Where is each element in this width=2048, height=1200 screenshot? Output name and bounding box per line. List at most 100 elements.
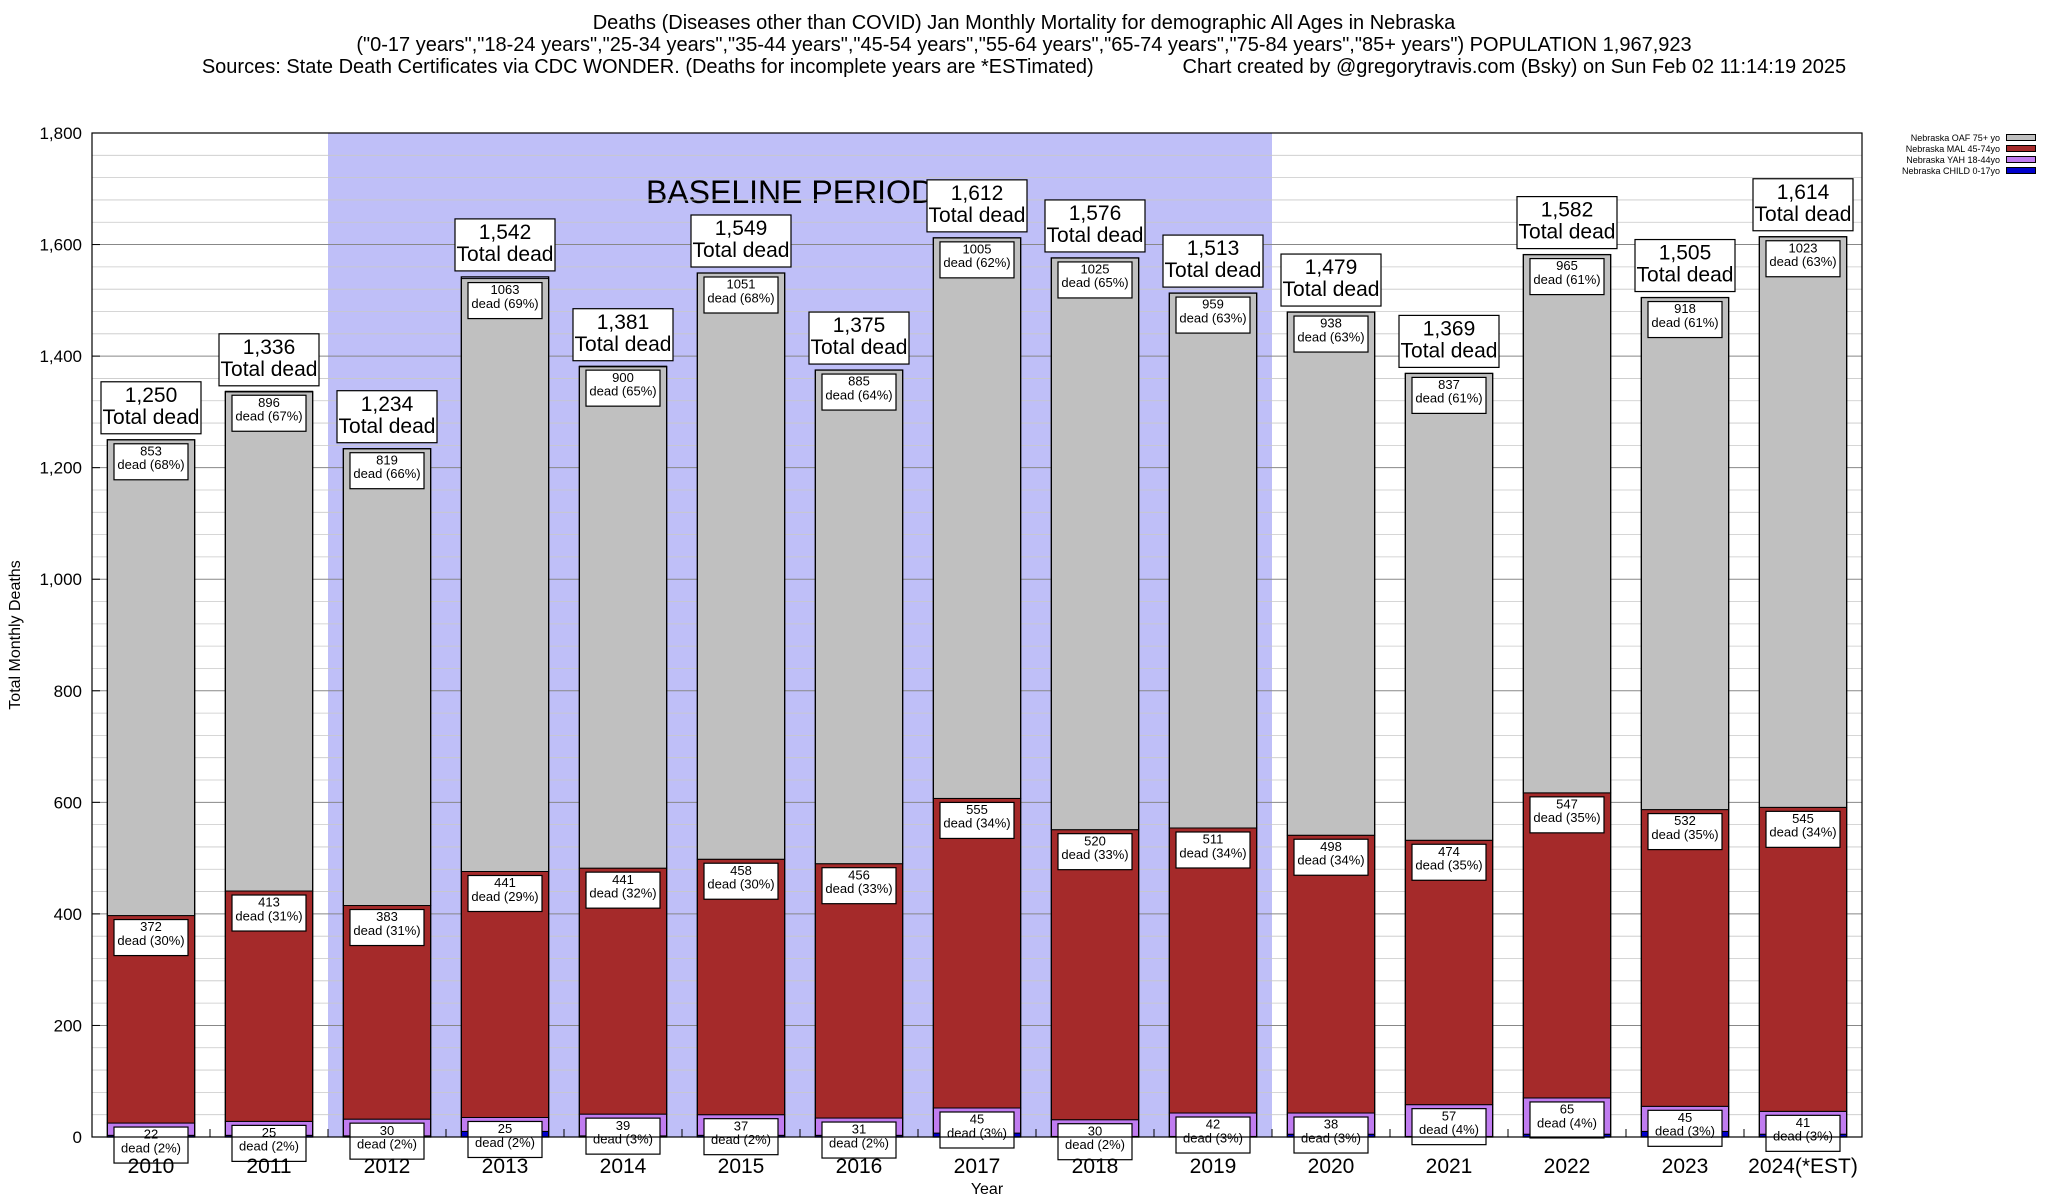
total-data-label-box <box>218 333 320 387</box>
x-tick-label: 2022 <box>1544 1155 1591 1178</box>
segment-data-label-text: 413 <box>258 895 280 910</box>
segment-data-label-text: 31 <box>852 1122 866 1137</box>
bar-segment <box>696 858 786 1116</box>
segment-data-label-box <box>1175 296 1251 334</box>
x-tick-label: 2016 <box>836 1155 883 1178</box>
y-tick-label: 1,000 <box>39 570 82 589</box>
x-axis-label: Year <box>971 1181 1004 1198</box>
segment-data-label-text: dead (32%) <box>589 885 656 900</box>
segment-data-label-text: dead (34%) <box>1179 845 1246 860</box>
segment-data-label-text: dead (3%) <box>947 1125 1007 1140</box>
segment-data-label-box <box>467 874 543 913</box>
segment-data-label-text: dead (68%) <box>707 290 774 305</box>
segment-data-label-text: 1023 <box>1789 240 1818 255</box>
bar-segment <box>814 369 904 865</box>
segment-data-label-text: 511 <box>1203 832 1224 847</box>
segment-data-label-text: dead (35%) <box>1533 810 1600 825</box>
segment-data-label-box <box>703 862 779 900</box>
segment-data-label-box <box>821 1121 897 1159</box>
segment-data-label-box <box>1411 376 1487 415</box>
x-tick-label: 2015 <box>718 1155 765 1178</box>
y-tick-label: 400 <box>54 905 82 924</box>
x-tick-label: 2023 <box>1662 1155 1709 1178</box>
segment-data-label-box <box>467 1120 543 1159</box>
segment-data-label-text: dead (31%) <box>235 908 302 923</box>
bar-segment <box>1050 829 1140 1121</box>
x-tick-label: 2020 <box>1308 1155 1355 1178</box>
legend-entry: Nebraska MAL 45-74yo <box>1902 143 2036 154</box>
segment-data-label-box <box>821 373 897 411</box>
legend-swatch <box>2006 167 2036 174</box>
segment-data-label-box <box>1175 831 1251 869</box>
total-data-label-box <box>1162 234 1264 288</box>
x-tick-label: 2011 <box>246 1155 291 1178</box>
bar-segment <box>932 237 1022 799</box>
segment-data-label-text: 441 <box>612 872 634 887</box>
segment-data-label-box <box>821 867 897 905</box>
segment-data-label-text: 885 <box>848 374 870 389</box>
total-data-label-text: Total dead <box>1755 203 1852 226</box>
segment-data-label-box <box>585 369 661 407</box>
total-data-label-text: 1,234 <box>361 393 414 416</box>
segment-data-label-text: dead (68%) <box>117 457 184 472</box>
total-data-label-text: 1,505 <box>1659 242 1712 265</box>
segment-data-label-box <box>1765 1114 1841 1152</box>
segment-data-label-box <box>585 1117 661 1155</box>
segment-data-label-box <box>349 1122 425 1160</box>
total-data-label-box <box>1634 238 1736 293</box>
x-tick-label: 2018 <box>1072 1155 1119 1178</box>
bar-segment <box>1640 809 1730 1107</box>
legend-label: Nebraska CHILD 0-17yo <box>1901 165 2000 176</box>
bar-segment <box>932 797 1022 1109</box>
total-data-label-text: 1,250 <box>125 384 178 407</box>
total-data-label-text: Total dead <box>221 358 318 381</box>
segment-data-label-box <box>231 1124 307 1162</box>
total-data-label-text: 1,381 <box>597 311 650 334</box>
segment-data-label-text: dead (4%) <box>1419 1122 1479 1137</box>
total-data-label-text: Total dead <box>339 415 436 438</box>
bar-segment <box>106 439 196 917</box>
total-data-label-box <box>336 390 438 444</box>
bar-segment <box>1758 806 1848 1112</box>
segment-data-label-text: 25 <box>498 1121 512 1136</box>
chart-legend: Nebraska OAF 75+ yo Nebraska MAL 45-74yo N… <box>1902 132 2036 176</box>
segment-data-label-box <box>1057 833 1133 871</box>
segment-data-label-box <box>1529 796 1605 834</box>
segment-data-label-text: 896 <box>258 395 280 410</box>
segment-data-label-text: 383 <box>376 909 398 924</box>
chart-sources: Sources: State Death Certificates via CD… <box>201 56 1847 78</box>
legend-label: Nebraska MAL 45-74yo <box>1905 143 2000 154</box>
total-data-label-box <box>1398 314 1500 369</box>
segment-data-label-text: 372 <box>140 919 162 934</box>
segment-data-label-text: 38 <box>1324 1117 1338 1132</box>
segment-data-label-text: 65 <box>1560 1102 1574 1117</box>
segment-data-label-box <box>1293 838 1369 876</box>
segment-data-label-text: dead (35%) <box>1651 827 1718 842</box>
segment-data-label-text: dead (65%) <box>1061 275 1128 290</box>
segment-data-label-text: 545 <box>1792 811 1814 826</box>
x-tick-label: 2010 <box>128 1155 175 1178</box>
segment-data-label-text: 25 <box>262 1125 276 1140</box>
legend-swatch <box>2006 145 2036 152</box>
